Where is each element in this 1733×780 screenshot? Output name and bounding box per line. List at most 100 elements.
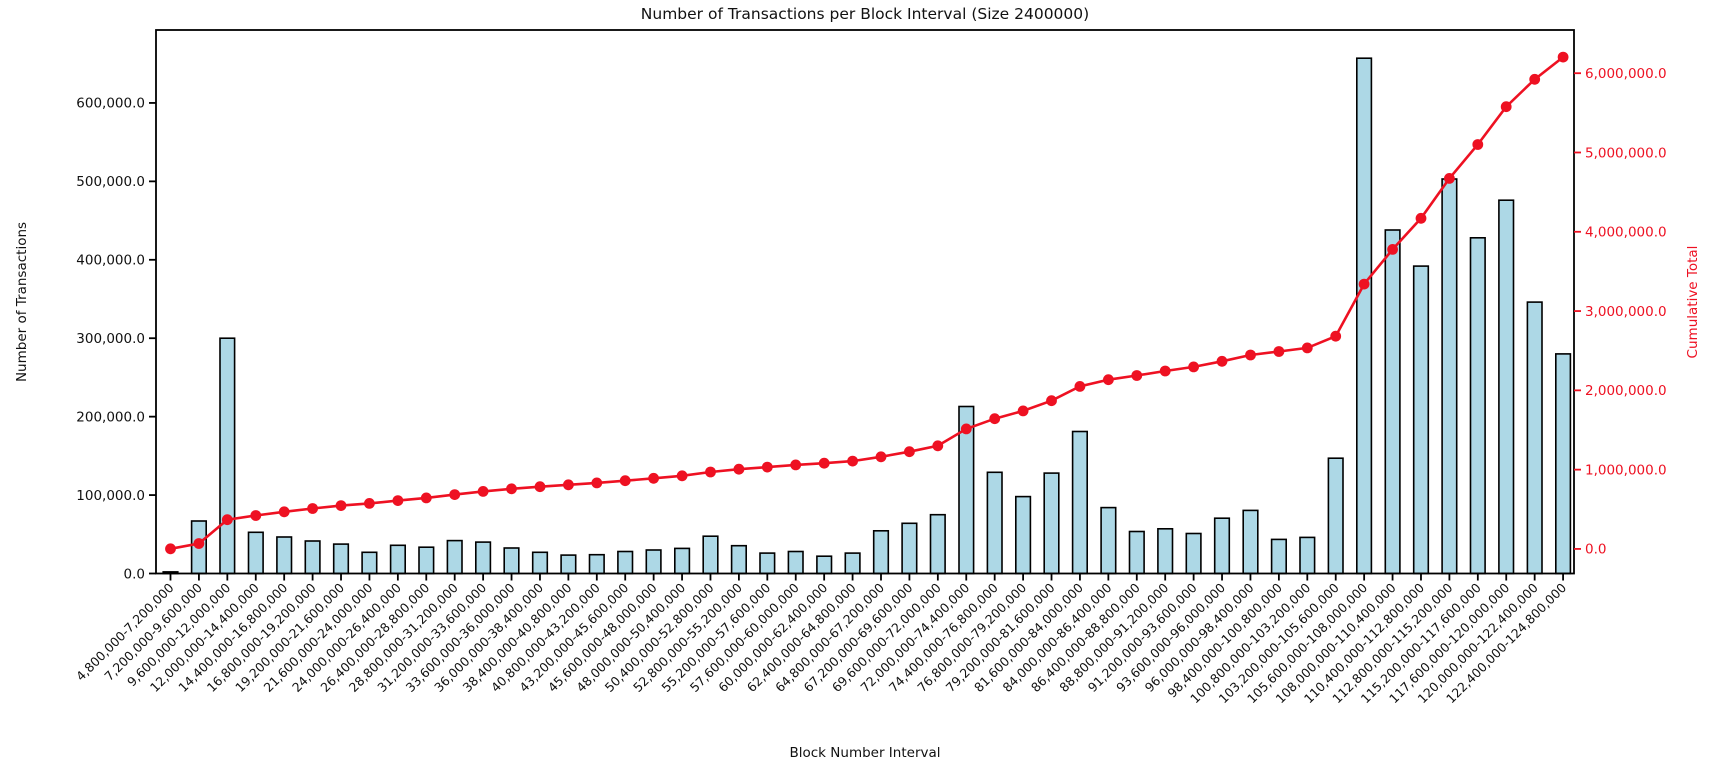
cumulative-point: [335, 500, 347, 511]
bar: [816, 555, 833, 575]
cumulative-point: [1415, 212, 1427, 224]
cumulative-line: [170, 56, 1564, 551]
bar: [332, 543, 350, 575]
cumulative-point: [449, 489, 461, 500]
bar: [1441, 178, 1458, 575]
cumulative-point: [932, 440, 944, 452]
cumulative-point: [534, 481, 546, 493]
bar: [1100, 506, 1117, 575]
cumulative-point: [1358, 278, 1370, 290]
bar: [474, 541, 492, 575]
bar: [418, 546, 435, 575]
x-axis-title: Block Number Interval: [789, 745, 941, 761]
bar: [247, 531, 264, 575]
plot-border: [155, 29, 1575, 575]
cumulative-point: [193, 538, 205, 549]
cumulative-point: [420, 492, 432, 504]
bar: [730, 544, 747, 575]
bar: [929, 513, 946, 575]
right-axis-title: Cumulative Total: [1685, 245, 1701, 359]
cumulative-point: [847, 455, 858, 467]
bar: [673, 547, 691, 575]
y-left-tick-label: 600,000.0: [76, 96, 145, 112]
y-left-tick-label: 300,000.0: [76, 331, 145, 347]
cumulative-point: [563, 479, 574, 491]
cumulative-point: [960, 423, 972, 435]
bar: [276, 536, 293, 575]
bar: [1356, 57, 1373, 575]
bar: [1498, 199, 1515, 575]
bar: [588, 553, 605, 575]
cumulative-point: [1017, 405, 1029, 417]
bar: [1043, 472, 1060, 575]
bar: [1299, 536, 1316, 575]
bar: [1270, 538, 1287, 575]
cumulative-point: [1557, 51, 1569, 63]
y-left-tick-label: 0.0: [124, 566, 145, 582]
bar: [1469, 237, 1486, 575]
bar: [1014, 495, 1032, 575]
y-left-tick-label: 100,000.0: [76, 488, 145, 504]
cumulative-point: [1273, 346, 1285, 357]
bar: [1071, 430, 1088, 575]
bar: [389, 544, 407, 575]
cumulative-point: [1216, 355, 1228, 367]
cumulative-point: [591, 477, 603, 489]
cumulative-point: [818, 457, 830, 469]
cumulative-point: [392, 495, 404, 506]
bar: [1185, 532, 1202, 575]
cumulative-point: [1103, 374, 1114, 386]
cumulative-point: [1444, 173, 1455, 184]
bar: [361, 551, 378, 575]
chart-title: Number of Transactions per Block Interva…: [640, 5, 1090, 23]
bar: [872, 529, 890, 575]
cumulative-point: [761, 461, 773, 473]
y-right-tick-label: 2,000,000.0: [1585, 383, 1667, 399]
cumulative-point: [477, 486, 489, 497]
left-axis-title: Number of Transactions: [14, 221, 30, 383]
y-right-tick-label: 6,000,000.0: [1585, 66, 1667, 82]
cumulative-point: [1387, 244, 1398, 255]
cumulative-point: [733, 463, 745, 475]
cumulative-point: [648, 472, 659, 484]
y-left-tick-label: 400,000.0: [76, 253, 145, 269]
cumulative-point: [619, 475, 631, 487]
bar: [617, 550, 634, 575]
bar: [503, 547, 520, 575]
y-left-tick-label: 500,000.0: [76, 174, 145, 190]
cumulative-point: [676, 470, 688, 482]
bar: [1412, 265, 1430, 575]
y-right-tick-label: 4,000,000.0: [1585, 225, 1667, 241]
bar: [531, 551, 549, 575]
bar: [1242, 509, 1259, 575]
cumulative-point: [875, 451, 887, 463]
cumulative-point: [1074, 381, 1086, 392]
bar: [844, 552, 861, 575]
y-right-tick-label: 0.0: [1585, 542, 1606, 558]
cumulative-point: [250, 510, 262, 521]
cumulative-point: [506, 483, 517, 495]
bar: [219, 337, 236, 575]
cumulative-point: [1245, 349, 1256, 361]
cumulative-point: [1330, 330, 1342, 342]
cumulative-point: [1472, 139, 1484, 150]
y-right-tick-label: 3,000,000.0: [1585, 304, 1667, 320]
bar: [759, 552, 776, 575]
bar: [1384, 229, 1401, 575]
cumulative-point: [790, 459, 802, 471]
bar: [1128, 530, 1145, 575]
cumulative-point: [1131, 370, 1143, 381]
bar: [1157, 527, 1174, 575]
cumulative-point: [1301, 342, 1313, 354]
cumulative-point: [1159, 365, 1171, 377]
bar: [901, 522, 918, 575]
bar: [446, 539, 463, 575]
bar: [304, 540, 321, 575]
y-left-tick-label: 200,000.0: [76, 409, 145, 425]
bar: [1327, 457, 1344, 575]
bar: [986, 471, 1003, 575]
bar: [1526, 301, 1543, 575]
bar: [645, 549, 662, 575]
bar: [702, 535, 719, 575]
